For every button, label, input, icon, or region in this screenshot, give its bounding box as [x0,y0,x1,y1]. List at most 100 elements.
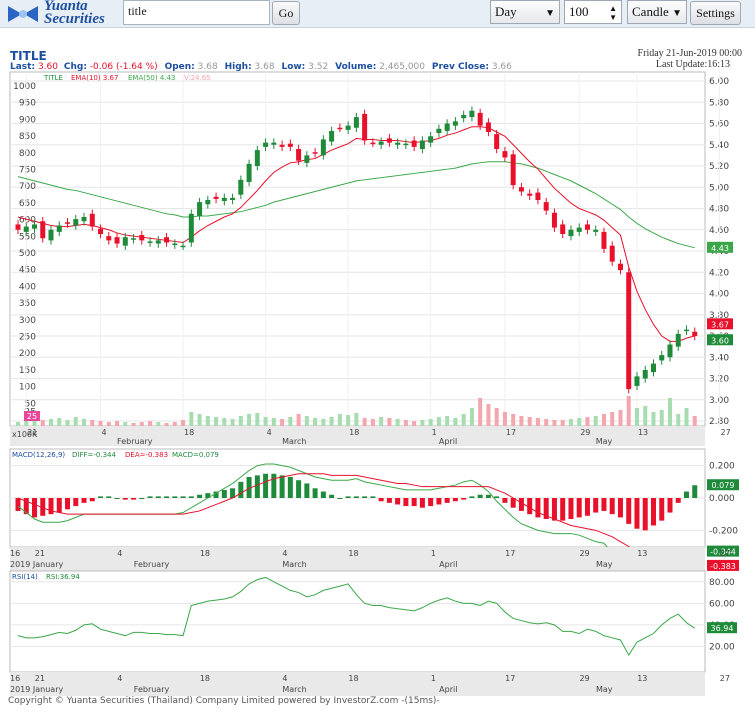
price-tag-ema50: 4.43 [711,244,729,253]
macd-bar [164,496,170,498]
macd-bar [172,496,178,498]
x-month-label: April [439,685,457,694]
x-day-label: 18 [184,428,194,437]
volume-bar [222,418,227,426]
yuanta-logo: Yuanta Securities [6,0,122,27]
stock-chart[interactable]: TITLE Last: 3.60 Chg: -0.06 (-1.64 %) Op… [0,29,755,699]
volume-bar [610,412,615,426]
macd-bar [667,498,673,513]
volume-bar [164,423,169,426]
candle-body [230,197,236,200]
macd-bar [551,498,557,521]
macd-bar [320,491,326,498]
volume-bar [362,418,367,426]
macd-bar [411,498,417,507]
volume-tick-label: 150 [19,366,36,376]
open-value: 3.68 [198,62,218,72]
x-day-label: 4 [117,549,122,558]
candle-body [568,229,574,237]
chart-type-select[interactable]: Candle ▼ [627,0,687,24]
ema50-line [17,161,695,249]
volume-bar [238,416,243,426]
candle-body [609,245,615,262]
price-tag-last-bg [707,334,733,346]
symbol-input[interactable]: title [123,0,270,25]
candle-body [395,142,401,145]
volume-tick-label: 500 [19,249,36,259]
volume-tick-label: 800 [19,149,36,159]
price-tag-ema50-bg [707,241,733,253]
price-tag-last: 3.60 [711,336,729,345]
candle-body [106,236,112,241]
macd-bar [287,476,293,498]
volume-tick-label: 550 [19,232,36,242]
candle-body [296,149,302,161]
volume-tick-label: 850 [19,132,36,142]
volume-label: Volume: [335,62,376,72]
candle-body [40,221,46,239]
volume-bar [181,420,186,426]
volume-bar [626,396,631,426]
macd-bar [419,498,425,508]
volume-bar [453,418,458,426]
macd-bar [510,498,516,508]
x-day-label: 29 [579,549,589,558]
rsi-x-axis [10,672,705,696]
volume-bar [131,423,136,426]
chevron-down-icon: ▼ [545,8,555,19]
volume-bar [354,413,359,426]
macd-dea-line [17,473,695,564]
x-day-label: 4 [102,428,107,437]
macd-bar [238,481,244,498]
x-day-label: 16 [10,549,20,558]
volume-tick-label: 1000 [13,82,36,92]
volume-tick-label: 450 [19,266,36,276]
x-day-label: 1 [432,428,437,437]
macd-bar [494,496,500,498]
macd-bar [543,498,549,520]
volume-bar [634,408,639,426]
toolbar: Yuanta Securities title Go Day ▼ 100 ▲ ▼ … [0,0,755,28]
candle-body [659,355,665,361]
volume-bar [49,419,54,426]
macd-bar [617,498,623,518]
x-month-label: April [439,560,457,569]
volume-bar [123,422,128,426]
candle-body [213,196,219,199]
volume-bar [304,416,309,426]
macd-bar [89,498,95,502]
macd-bar [428,498,434,507]
volume-bar [255,413,260,426]
macd-bar [48,498,54,515]
x-day-label: 21 [27,428,37,437]
macd-bar [65,498,71,510]
macd-bar [609,498,615,515]
candle-body [312,152,318,154]
x-day-label: 18 [348,549,358,558]
rsi-tag-bg [707,622,737,634]
volume-bar [148,421,153,426]
x-month-label: 2019 January [10,560,63,569]
x-day-label: 13 [637,674,647,683]
volume-bar [552,420,557,426]
go-button[interactable]: Go [272,1,300,25]
settings-button[interactable]: Settings [690,1,741,25]
bars-stepper[interactable]: 100 ▲ ▼ [564,0,622,24]
open-label: Open: [165,62,195,72]
volume-bar [329,417,334,426]
candle-body [48,229,54,241]
period-select[interactable]: Day ▼ [490,0,560,24]
quote-line: Last: 3.60 Chg: -0.06 (-1.64 %) Open: 3.… [10,62,512,72]
candle-body [452,121,458,126]
candle-body [650,363,656,373]
legend-volume: V:24.65 [184,74,211,82]
x-day-label: 29 [580,428,590,437]
volume-bar [115,421,120,426]
x-day-label: 27 [720,674,730,683]
candle-body [444,123,450,131]
macd-tick-label: 0.000 [709,494,735,504]
stepper-arrows-icon[interactable]: ▲ ▼ [609,4,617,22]
macd-bar [370,496,376,498]
candle-body [271,142,277,145]
macd-bar [246,476,252,498]
